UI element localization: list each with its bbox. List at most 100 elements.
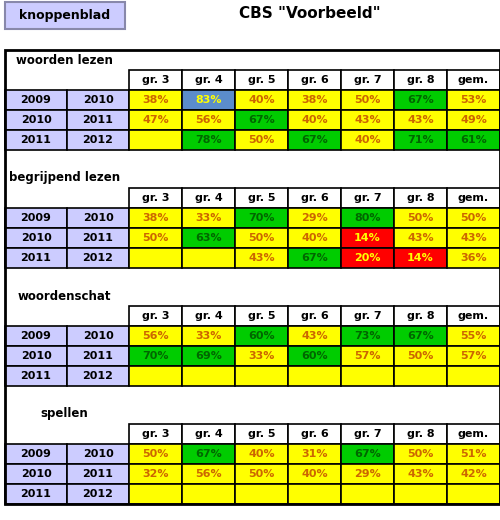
- Text: 50%: 50%: [408, 449, 434, 459]
- Bar: [129, 70, 182, 90]
- Bar: [341, 188, 394, 208]
- Bar: [288, 326, 341, 346]
- Bar: [288, 366, 341, 386]
- Bar: [341, 110, 394, 130]
- Text: gr. 8: gr. 8: [406, 75, 434, 85]
- Text: 33%: 33%: [248, 351, 274, 361]
- Bar: [235, 130, 288, 150]
- Bar: [288, 464, 341, 484]
- Text: gr. 5: gr. 5: [248, 193, 275, 203]
- Bar: [129, 110, 182, 130]
- Bar: [394, 306, 447, 326]
- Bar: [394, 110, 447, 130]
- Bar: [67, 464, 129, 484]
- Text: gr. 7: gr. 7: [354, 429, 382, 439]
- Bar: [129, 90, 182, 110]
- Text: gr. 5: gr. 5: [248, 311, 275, 321]
- Bar: [182, 248, 235, 268]
- Text: 49%: 49%: [460, 115, 487, 125]
- Bar: [288, 228, 341, 248]
- Bar: [447, 90, 500, 110]
- Bar: [129, 248, 182, 268]
- Bar: [129, 464, 182, 484]
- Bar: [182, 326, 235, 346]
- Bar: [182, 444, 235, 464]
- Bar: [129, 484, 182, 504]
- Bar: [67, 484, 129, 504]
- Text: 2011: 2011: [82, 469, 114, 479]
- Text: gr. 7: gr. 7: [354, 311, 382, 321]
- Text: gr. 4: gr. 4: [194, 429, 222, 439]
- Bar: [288, 484, 341, 504]
- Bar: [67, 346, 129, 366]
- Bar: [129, 228, 182, 248]
- Bar: [67, 208, 129, 228]
- Text: 14%: 14%: [407, 253, 434, 263]
- Bar: [341, 464, 394, 484]
- Text: gr. 8: gr. 8: [406, 193, 434, 203]
- Text: 29%: 29%: [301, 213, 328, 223]
- Text: 43%: 43%: [407, 233, 434, 243]
- Text: 67%: 67%: [195, 449, 222, 459]
- Bar: [182, 366, 235, 386]
- Bar: [394, 188, 447, 208]
- Text: gr. 3: gr. 3: [142, 193, 169, 203]
- Bar: [182, 228, 235, 248]
- Bar: [447, 346, 500, 366]
- Text: 2011: 2011: [82, 351, 114, 361]
- Text: 43%: 43%: [407, 115, 434, 125]
- Text: 50%: 50%: [408, 351, 434, 361]
- Bar: [447, 70, 500, 90]
- Text: 2012: 2012: [82, 135, 114, 145]
- Bar: [341, 228, 394, 248]
- Text: 2011: 2011: [82, 115, 114, 125]
- Bar: [394, 424, 447, 444]
- Bar: [447, 110, 500, 130]
- Bar: [447, 424, 500, 444]
- Bar: [235, 366, 288, 386]
- Text: 40%: 40%: [301, 115, 328, 125]
- Bar: [182, 110, 235, 130]
- Text: 50%: 50%: [248, 135, 274, 145]
- Bar: [182, 464, 235, 484]
- Text: gr. 8: gr. 8: [406, 311, 434, 321]
- Text: gr. 5: gr. 5: [248, 429, 275, 439]
- Text: 67%: 67%: [248, 115, 275, 125]
- Bar: [341, 326, 394, 346]
- Bar: [5, 248, 67, 268]
- Bar: [394, 464, 447, 484]
- Text: 2010: 2010: [82, 95, 114, 105]
- Bar: [235, 306, 288, 326]
- Text: 56%: 56%: [195, 115, 222, 125]
- Text: 29%: 29%: [354, 469, 381, 479]
- Bar: [394, 346, 447, 366]
- Text: gem.: gem.: [458, 429, 489, 439]
- Text: 2010: 2010: [20, 233, 52, 243]
- Bar: [129, 366, 182, 386]
- Bar: [288, 130, 341, 150]
- Bar: [235, 110, 288, 130]
- Text: gr. 6: gr. 6: [300, 429, 328, 439]
- Text: 56%: 56%: [195, 469, 222, 479]
- Bar: [394, 70, 447, 90]
- Text: woorden lezen: woorden lezen: [16, 54, 113, 67]
- Text: 69%: 69%: [195, 351, 222, 361]
- Text: gr. 4: gr. 4: [194, 311, 222, 321]
- Text: 67%: 67%: [301, 253, 328, 263]
- Text: gr. 3: gr. 3: [142, 75, 169, 85]
- Text: 40%: 40%: [248, 95, 275, 105]
- Text: 73%: 73%: [354, 331, 381, 341]
- Bar: [394, 444, 447, 464]
- Text: 53%: 53%: [460, 95, 486, 105]
- Text: gr. 8: gr. 8: [406, 429, 434, 439]
- Text: 57%: 57%: [354, 351, 381, 361]
- Bar: [394, 484, 447, 504]
- Bar: [288, 208, 341, 228]
- Text: 51%: 51%: [460, 449, 487, 459]
- Text: 40%: 40%: [301, 469, 328, 479]
- Bar: [394, 90, 447, 110]
- Bar: [129, 208, 182, 228]
- Text: 2010: 2010: [82, 213, 114, 223]
- Bar: [341, 70, 394, 90]
- Bar: [182, 208, 235, 228]
